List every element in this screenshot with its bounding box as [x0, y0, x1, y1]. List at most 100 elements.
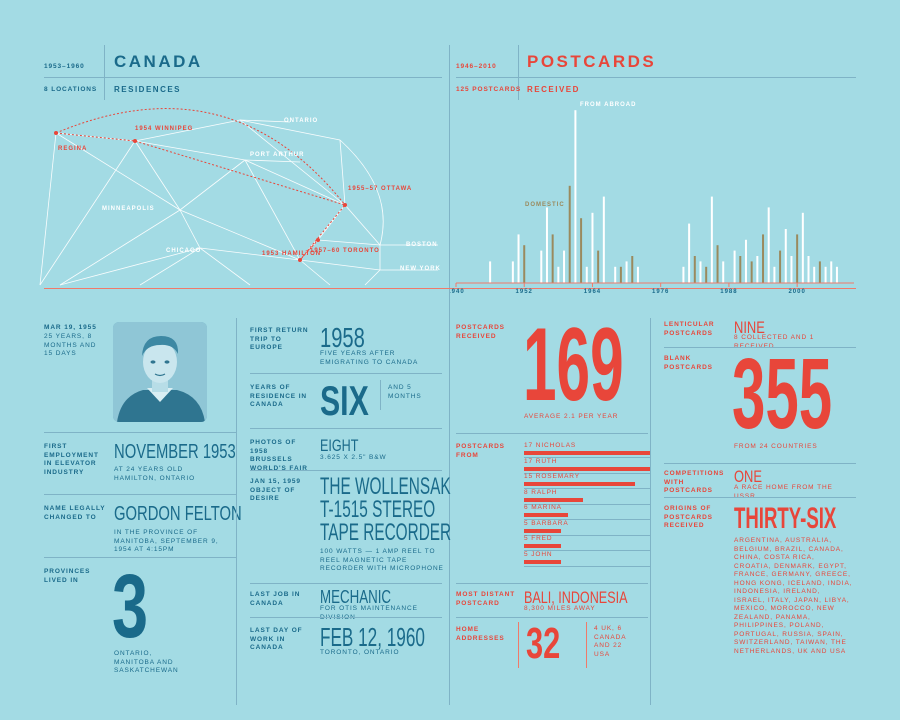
x-ticks: 1940 1952 1964 1976 1988 2000 [450, 283, 805, 295]
postcards-title: POSTCARDS [527, 52, 657, 71]
divider [650, 318, 651, 705]
bar-abroad [784, 229, 787, 283]
home-label: HOME ADDRESSES [456, 626, 505, 642]
bar-abroad [767, 207, 770, 283]
desire-label: JAN 15, 1959 OBJECT OF DESIRE [250, 478, 301, 502]
x-tick-label: 1964 [584, 289, 601, 295]
bar-abroad [517, 234, 520, 283]
sender-label: 5 FRED [524, 535, 553, 542]
bar-domestic [523, 245, 526, 283]
residences-map: ONTARIO PORT ARTHUR MINNEAPOLIS CHICAGO … [39, 108, 441, 286]
map-label: REGINA [58, 146, 87, 152]
divider [44, 494, 236, 495]
sender-bar [524, 451, 650, 455]
bar-domestic [716, 245, 719, 283]
top-section-baseline [44, 288, 856, 289]
legend-abroad: FROM ABROAD [580, 102, 636, 108]
bar-abroad [614, 266, 617, 283]
map-label: 1953 HAMILTON [262, 251, 321, 257]
sender-row: 5 BARBARA [524, 520, 650, 536]
divider [518, 45, 519, 100]
divider [456, 433, 648, 434]
bar-abroad [830, 261, 833, 283]
bar-abroad [813, 266, 816, 283]
sender-bar [524, 482, 636, 486]
postcards-years: 1946–2010 [456, 63, 497, 70]
postcards-subtitle: RECEIVED [527, 85, 580, 94]
map-label: 1957–60 TORONTO [310, 248, 380, 254]
bar-abroad [807, 256, 810, 283]
sender-row: 5 FRED [524, 535, 650, 551]
residence-value: SIX [320, 377, 369, 424]
residence-side: AND 5 MONTHS [388, 384, 422, 400]
sender-label: 6 MARINA [524, 504, 562, 511]
map-label: CHICAGO [166, 248, 201, 254]
last-day-note: TORONTO, ONTARIO [320, 649, 400, 656]
bar-domestic [779, 250, 782, 283]
bar-domestic [597, 250, 600, 283]
name-change-label: NAME LEGALLY CHANGED TO [44, 505, 106, 521]
postcards-chart: 1940 1952 1964 1976 1988 2000 FROM ABROAD DOM… [450, 102, 854, 295]
bar-abroad [710, 196, 713, 283]
map-residence-points [54, 131, 347, 262]
divider [664, 463, 856, 464]
divider [250, 583, 442, 584]
divider [250, 617, 442, 618]
received-value: 169 [523, 307, 624, 423]
job-value: MECHANIC [320, 587, 392, 607]
competitions-label: COMPETITIONS WITH POSTCARDS [664, 470, 725, 494]
received-note: AVERAGE 2.1 PER YEAR [524, 413, 619, 420]
sender-bar [524, 544, 562, 548]
sender-bar [524, 559, 562, 564]
chart-bars [489, 110, 838, 283]
map-labels-red: REGINA 1954 WINNIPEG 1955–57 OTTAWA 1953… [58, 126, 412, 257]
photos-value: EIGHT [320, 436, 359, 455]
distant-note: 8,300 MILES AWAY [524, 605, 596, 612]
birth-age: 25 YEARS, 8 MONTHS AND 15 DAYS [44, 333, 97, 357]
senders-bar-chart: 17 NICHOLAS 17 RUTH 15 ROSEMARY 8 RALPH 6 MA… [524, 442, 650, 572]
distant-value: BALI, INDONESIA [524, 588, 628, 607]
bar-abroad [511, 261, 514, 283]
bar-abroad [602, 196, 605, 283]
x-tick-label: 1988 [720, 289, 737, 295]
bar-domestic [796, 234, 799, 283]
divider [664, 497, 856, 498]
origins-label: ORIGINS OF POSTCARDS RECEIVED [664, 505, 713, 529]
bar-abroad [744, 239, 747, 283]
desire-value-line-1: THE WOLLENSAK [320, 473, 451, 500]
bar-abroad [563, 250, 566, 283]
bar-abroad [722, 261, 725, 283]
map-label: 1955–57 OTTAWA [348, 186, 412, 192]
bar-abroad [835, 266, 838, 283]
origins-note: ARGENTINA, AUSTRALIA, BELGIUM, BRAZIL, C… [734, 537, 853, 655]
portrait-figure [113, 322, 207, 422]
divider [664, 347, 856, 348]
sender-row: 5 JOHN [524, 551, 650, 567]
postcards-count: 125 POSTCARDS [456, 86, 522, 93]
sender-row: 8 RALPH [524, 489, 650, 505]
bar-domestic [750, 261, 753, 283]
lenticular-note: 8 COLLECTED AND 1 RECEIVED [734, 334, 815, 350]
map-network-lines [39, 119, 438, 286]
x-tick-label: 1952 [516, 289, 533, 295]
home-value: 32 [526, 619, 561, 668]
received-label: POSTCARDS RECEIVED [456, 324, 505, 340]
map-label: NEW YORK [400, 266, 441, 272]
map-label: MINNEAPOLIS [102, 206, 155, 212]
desire-value-line-2: T-1515 STEREO [320, 496, 436, 523]
distant-label: MOST DISTANT POSTCARD [456, 591, 516, 607]
divider [250, 470, 442, 471]
photos-note: 3.625 X 2.5" B&W [320, 454, 387, 461]
divider [236, 318, 237, 705]
trip-label: FIRST RETURN TRIP TO EUROPE [250, 327, 309, 351]
bar-domestic [551, 234, 554, 283]
map-label: PORT ARTHUR [250, 152, 304, 158]
x-tick-label: 2000 [788, 289, 805, 295]
bar-abroad [540, 250, 543, 283]
divider [456, 77, 856, 78]
senders-label: POSTCARDS FROM [456, 443, 505, 459]
sender-bar [524, 513, 569, 517]
name-change-value: GORDON FELTON [114, 503, 242, 525]
bar-domestic [762, 234, 765, 283]
home-note: 4 UK, 6 CANADA AND 22 USA [594, 625, 627, 658]
